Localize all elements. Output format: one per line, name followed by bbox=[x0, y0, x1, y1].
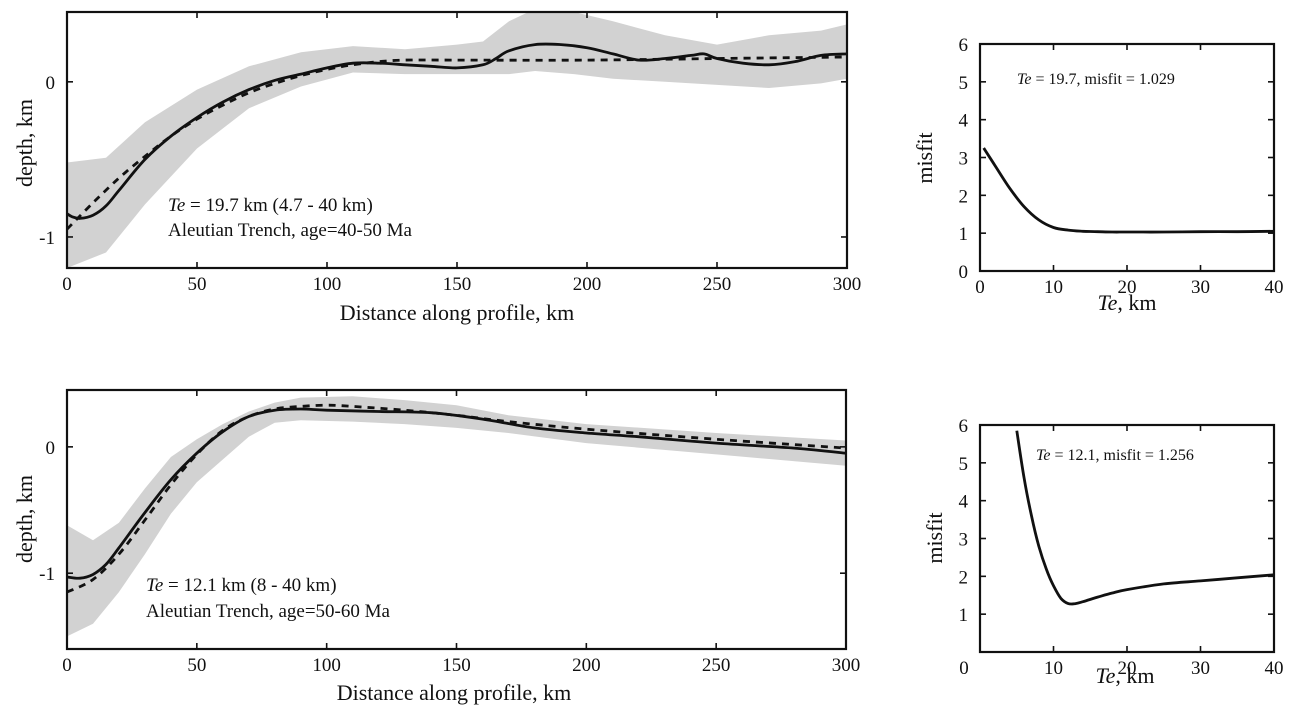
x-tick-label: 30 bbox=[1191, 658, 1210, 679]
series-layer bbox=[67, 42, 847, 231]
observed-line bbox=[67, 407, 846, 580]
x-tick-label: 10 bbox=[1044, 658, 1063, 679]
trench-annotation: Aleutian Trench, age=50-60 Ma bbox=[146, 601, 391, 622]
x-tick-label: 20 bbox=[1118, 277, 1137, 298]
panel-profile-40-50: 0 50 100 150 200 250 300 0 -1 Distance along pro… bbox=[12, 10, 861, 325]
te-axis-italic: Te bbox=[1097, 290, 1117, 315]
x-axis-label: Te, km bbox=[1095, 663, 1154, 688]
y-tick-label: 6 bbox=[959, 416, 969, 437]
y-tick-label: 4 bbox=[959, 111, 969, 132]
model-line-dashed bbox=[67, 55, 847, 231]
y-tick-label: 4 bbox=[959, 492, 969, 513]
x-tick-label: 150 bbox=[442, 655, 471, 676]
x-tick-label: 250 bbox=[703, 274, 732, 295]
te-axis-unit: , km bbox=[1117, 290, 1156, 315]
y-tick-label: 6 bbox=[959, 35, 969, 56]
y-tick-label: 5 bbox=[959, 454, 969, 475]
x-tick-label: 50 bbox=[187, 655, 206, 676]
te-misfit-text: = 12.1, misfit = 1.256 bbox=[1051, 447, 1194, 464]
ticks: 0 10 20 30 40 0 1 2 3 4 5 6 bbox=[959, 35, 1284, 298]
x-tick-label: 0 bbox=[975, 277, 985, 298]
x-tick-label: 100 bbox=[313, 274, 342, 295]
panel-profile-50-60: 0 50 100 150 200 250 300 0 -1 Distance along pro… bbox=[12, 388, 860, 705]
series-layer bbox=[1015, 430, 1274, 606]
x-tick-label: 200 bbox=[572, 655, 601, 676]
x-axis-label: Te, km bbox=[1097, 290, 1156, 315]
observed-line bbox=[982, 147, 1274, 234]
y-tick-label: -1 bbox=[39, 228, 55, 249]
x-tick-label: 0 bbox=[959, 658, 969, 679]
x-tick-label: 200 bbox=[573, 274, 602, 295]
ticks: 10 20 30 40 0 1 2 3 4 5 6 bbox=[959, 416, 1284, 679]
y-tick-label: 0 bbox=[46, 73, 56, 94]
y-tick-label: 2 bbox=[959, 567, 969, 588]
y-axis-label: depth, km bbox=[12, 99, 37, 187]
ticks: 0 50 100 150 200 250 300 0 -1 bbox=[39, 12, 861, 295]
x-tick-label: 40 bbox=[1265, 277, 1284, 298]
y-axis-label: misfit bbox=[922, 512, 947, 563]
te-misfit-annotation: Te = 19.7, misfit = 1.029 bbox=[1017, 71, 1175, 88]
te-range: = 12.1 km (8 - 40 km) bbox=[163, 575, 336, 596]
observed-line bbox=[67, 42, 847, 220]
ticks: 0 50 100 150 200 250 300 0 -1 bbox=[39, 390, 860, 676]
trench-annotation: Aleutian Trench, age=40-50 Ma bbox=[168, 220, 413, 241]
y-tick-label: -1 bbox=[39, 564, 55, 585]
x-tick-label: 30 bbox=[1191, 277, 1210, 298]
te-axis-italic: Te bbox=[1095, 663, 1115, 688]
x-tick-label: 300 bbox=[832, 655, 861, 676]
te-label: Te bbox=[1017, 71, 1032, 88]
y-axis-label: misfit bbox=[912, 132, 937, 183]
y-tick-label: 2 bbox=[959, 186, 969, 207]
te-range: = 19.7 km (4.7 - 40 km) bbox=[185, 195, 373, 216]
te-label: Te bbox=[1036, 447, 1051, 464]
y-tick-label: 0 bbox=[46, 438, 56, 459]
y-tick-label: 3 bbox=[959, 149, 969, 170]
x-tick-label: 0 bbox=[62, 655, 72, 676]
te-annotation: Te = 12.1 km (8 - 40 km) bbox=[146, 575, 337, 596]
y-tick-label: 5 bbox=[959, 73, 969, 94]
y-tick-label: 3 bbox=[959, 530, 969, 551]
uncertainty-band bbox=[67, 12, 847, 268]
te-annotation: Te = 19.7 km (4.7 - 40 km) bbox=[168, 195, 373, 216]
y-tick-label: 1 bbox=[959, 605, 969, 626]
series-layer bbox=[982, 147, 1274, 234]
x-tick-label: 150 bbox=[443, 274, 472, 295]
observed-line bbox=[1015, 430, 1274, 606]
x-tick-label: 40 bbox=[1265, 658, 1284, 679]
y-axis-label: depth, km bbox=[12, 475, 37, 563]
te-label: Te bbox=[146, 575, 163, 596]
y-tick-label: 1 bbox=[959, 224, 969, 245]
x-tick-label: 250 bbox=[702, 655, 731, 676]
x-tick-label: 10 bbox=[1044, 277, 1063, 298]
model-line-dashed bbox=[67, 403, 846, 594]
x-tick-label: 100 bbox=[312, 655, 341, 676]
x-tick-label: 50 bbox=[188, 274, 207, 295]
x-axis-label: Distance along profile, km bbox=[340, 300, 575, 325]
x-axis-label: Distance along profile, km bbox=[337, 680, 572, 705]
te-misfit-text: = 19.7, misfit = 1.029 bbox=[1032, 71, 1175, 88]
te-misfit-annotation: Te = 12.1, misfit = 1.256 bbox=[1036, 447, 1194, 464]
uncertainty-band-area bbox=[67, 12, 847, 268]
te-label: Te bbox=[168, 195, 185, 216]
x-tick-label: 20 bbox=[1118, 658, 1137, 679]
series-layer bbox=[67, 403, 846, 594]
x-tick-label: 0 bbox=[62, 274, 72, 295]
x-tick-label: 300 bbox=[833, 274, 862, 295]
te-axis-unit: , km bbox=[1115, 663, 1154, 688]
y-tick-label: 0 bbox=[959, 262, 969, 283]
